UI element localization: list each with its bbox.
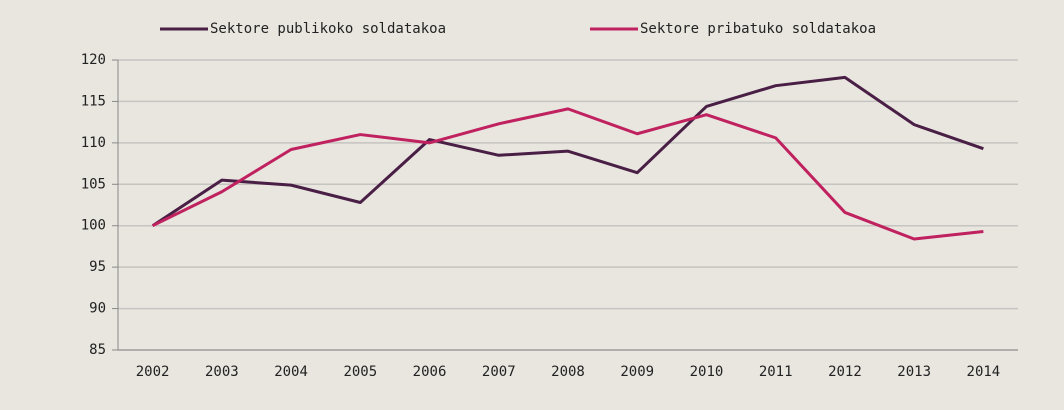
- x-tick-label: 2009: [620, 364, 654, 380]
- y-tick-label: 115: [81, 93, 106, 109]
- x-tick-label: 2010: [690, 364, 724, 380]
- line-series: [151, 107, 984, 241]
- x-tick-label: 2002: [136, 364, 170, 380]
- legend-label: Sektore publikoko soldatakoa: [210, 21, 446, 37]
- x-tick-label: 2005: [343, 364, 377, 380]
- x-tick-label: 2014: [967, 364, 1001, 380]
- y-tick-label: 90: [89, 301, 106, 317]
- line-series: [151, 75, 984, 227]
- x-tick-label: 2006: [413, 364, 447, 380]
- x-tick-label: 2007: [482, 364, 516, 380]
- y-tick-label: 105: [81, 176, 106, 192]
- y-tick-label: 85: [89, 342, 106, 358]
- x-tick-label: 2012: [828, 364, 862, 380]
- x-tick-label: 2004: [274, 364, 308, 380]
- x-tick-label: 2013: [897, 364, 931, 380]
- legend-label: Sektore pribatuko soldatakoa: [640, 21, 876, 37]
- y-tick-label: 120: [81, 52, 106, 68]
- y-tick-label: 110: [81, 135, 106, 151]
- y-tick-label: 95: [89, 259, 106, 275]
- x-tick-label: 2011: [759, 364, 793, 380]
- x-tick-label: 2008: [551, 364, 585, 380]
- x-tick-label: 2003: [205, 364, 239, 380]
- y-tick-label: 100: [81, 218, 106, 234]
